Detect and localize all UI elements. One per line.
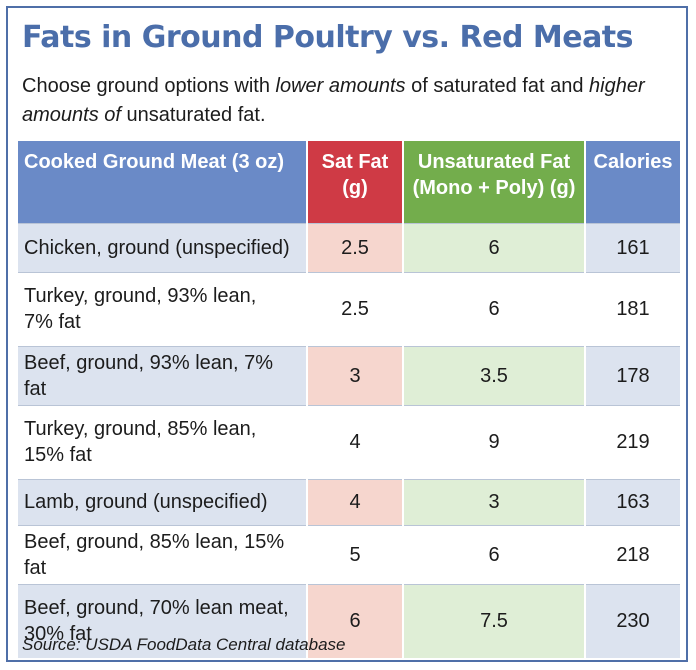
table-row: Chicken, ground (unspecified) 2.5 6 161 [16,222,682,272]
cell-unsaturated-fat: 6 [402,271,586,346]
table-row: Beef, ground, 93% lean, 7% fat 3 3.5 178 [16,345,682,405]
header-meat: Cooked Ground Meat (3 oz) [16,141,308,223]
cell-sat-fat: 5 [306,524,404,584]
cell-unsaturated-fat: 3 [402,478,586,525]
cell-meat: Beef, ground, 93% lean, 7% fat [16,345,308,405]
cell-unsaturated-fat: 7.5 [402,583,586,658]
page-title: Fats in Ground Poultry vs. Red Meats [22,20,634,55]
cell-sat-fat: 3 [306,345,404,405]
subtitle: Choose ground options with lower amounts… [22,72,672,130]
table-row: Turkey, ground, 93% lean, 7% fat 2.5 6 18… [16,271,682,346]
header-unsaturated-fat: Unsaturated Fat (Mono + Poly) (g) [402,141,586,223]
cell-calories: 178 [584,345,682,405]
source-note: Source: USDA FoodData Central database [22,635,346,654]
cell-unsaturated-fat: 3.5 [402,345,586,405]
cell-sat-fat: 4 [306,478,404,525]
cell-calories: 230 [584,583,682,658]
cell-calories: 161 [584,222,682,272]
fat-comparison-table: Cooked Ground Meat (3 oz) Sat Fat (g) Uns… [16,141,682,658]
cell-meat: Turkey, ground, 85% lean, 15% fat [16,404,308,479]
cell-unsaturated-fat: 6 [402,222,586,272]
cell-sat-fat: 6 [306,583,404,658]
cell-calories: 218 [584,524,682,584]
cell-sat-fat: 2.5 [306,271,404,346]
subtitle-text-2: of saturated fat and [405,75,590,97]
subtitle-emphasis-2: higher amounts of [22,75,645,126]
cell-calories: 181 [584,271,682,346]
cell-meat: Turkey, ground, 93% lean, 7% fat [16,271,308,346]
subtitle-text-1: Choose ground options with [22,75,276,97]
table-row: Turkey, ground, 85% lean, 15% fat 4 9 219 [16,404,682,479]
table-row: Beef, ground, 70% lean meat, 30% fat 6 7.… [16,583,682,658]
subtitle-emphasis-1: lower amounts [275,75,406,97]
table-row: Lamb, ground (unspecified) 4 3 163 [16,478,682,525]
cell-meat: Beef, ground, 70% lean meat, 30% fat [16,583,308,658]
cell-calories: 163 [584,478,682,525]
cell-sat-fat: 4 [306,404,404,479]
infographic-frame: Fats in Ground Poultry vs. Red Meats Cho… [6,6,688,662]
cell-sat-fat: 2.5 [306,222,404,272]
table-header-row: Cooked Ground Meat (3 oz) Sat Fat (g) Uns… [16,141,682,223]
header-calories: Calories [584,141,682,223]
header-sat-fat: Sat Fat (g) [306,141,404,223]
subtitle-text-3: unsaturated fat. [120,104,266,126]
table-row: Beef, ground, 85% lean, 15% fat 5 6 218 [16,524,682,584]
cell-meat: Lamb, ground (unspecified) [16,478,308,525]
cell-meat: Chicken, ground (unspecified) [16,222,308,272]
cell-calories: 219 [584,404,682,479]
cell-meat: Beef, ground, 85% lean, 15% fat [16,524,308,584]
cell-unsaturated-fat: 9 [402,404,586,479]
cell-unsaturated-fat: 6 [402,524,586,584]
